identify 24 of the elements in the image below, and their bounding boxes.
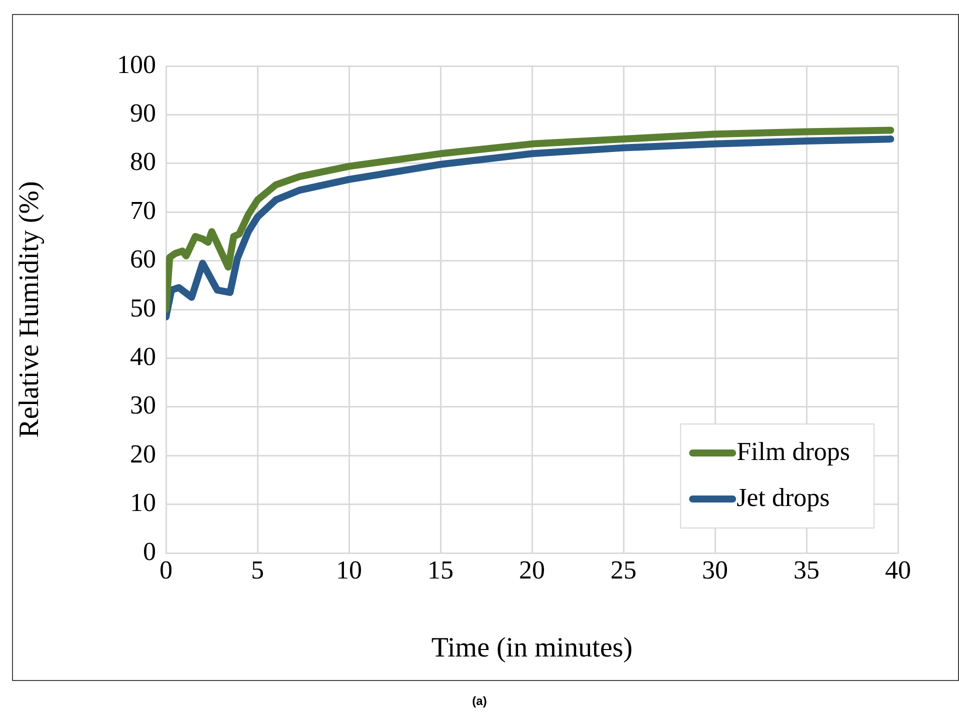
x-tick-label: 30 bbox=[702, 555, 728, 584]
y-axis-title: Relative Humidity (%) bbox=[14, 181, 46, 438]
y-tick-label: 50 bbox=[130, 293, 156, 322]
legend-label: Film drops bbox=[736, 436, 850, 466]
x-tick-label: 15 bbox=[428, 555, 454, 584]
y-tick-label: 70 bbox=[130, 196, 156, 225]
x-tick-label: 20 bbox=[519, 555, 545, 584]
x-tick-label: 10 bbox=[336, 555, 362, 584]
legend-label: Jet drops bbox=[736, 482, 830, 512]
text: (a) bbox=[471, 694, 488, 708]
y-tick-label: 0 bbox=[143, 536, 156, 566]
x-tick-label: 25 bbox=[610, 555, 636, 584]
y-tick-label: 40 bbox=[130, 342, 156, 372]
y-tick-label: 10 bbox=[130, 488, 156, 518]
y-tick-label: 100 bbox=[117, 50, 156, 79]
x-tick-label: 40 bbox=[885, 555, 911, 584]
x-axis-title: Time (in minutes) bbox=[431, 632, 633, 664]
x-tick-label: 35 bbox=[794, 555, 820, 584]
x-tick-label: 5 bbox=[251, 555, 264, 584]
y-tick-label: 30 bbox=[130, 390, 156, 420]
y-tick-label: 20 bbox=[130, 439, 156, 468]
y-tick-label: 80 bbox=[130, 147, 156, 176]
y-tick-label: 60 bbox=[130, 244, 156, 274]
y-tick-label: 90 bbox=[130, 98, 156, 128]
